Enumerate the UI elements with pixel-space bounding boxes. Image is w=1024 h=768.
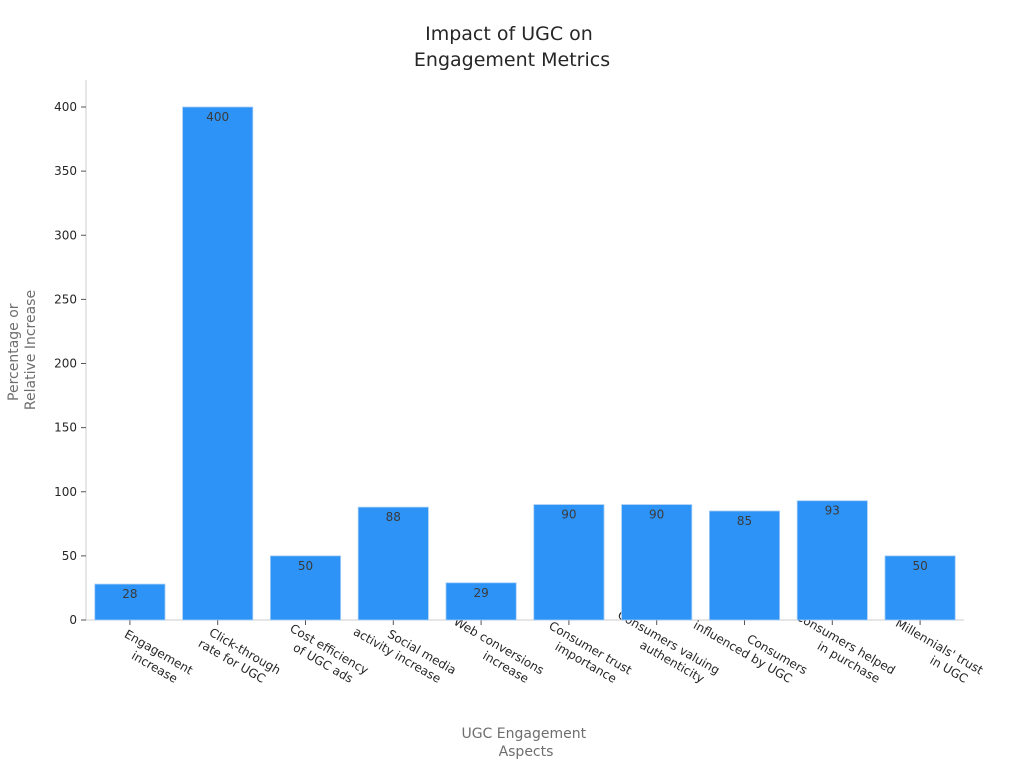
y-tick-label: 150 [54,421,77,435]
y-tick-label: 50 [62,549,77,563]
y-tick-label: 0 [69,613,77,627]
y-tick-label: 250 [54,292,77,306]
y-tick-label: 300 [54,228,77,242]
data-label: 28 [122,587,137,601]
x-axis-label: UGC Engagement Aspects [461,726,590,760]
y-tick-label: 100 [54,485,77,499]
x-tick-label: Consumer trustimportance [539,619,634,691]
x-tick-label: Web conversionsincrease [444,614,547,690]
x-tick-label: Engagementincrease [114,627,195,691]
chart-title-line-1: Impact of UGC on [425,23,593,45]
bar [94,583,166,621]
data-label: 85 [737,514,752,528]
chart-title: Impact of UGC on Engagement Metrics [414,23,610,71]
bar [796,500,868,621]
bar [357,506,429,621]
data-label: 400 [206,110,229,124]
x-tick-label: Click-throughrate for UGC [196,623,283,690]
x-axis-label-line-1: UGC Engagement [461,726,586,742]
y-tick-label: 200 [54,357,77,371]
bar [533,504,605,621]
x-tick-label: Consumers helpedin purchase [786,609,898,690]
bar [884,555,956,621]
data-label: 88 [386,510,401,524]
bar [182,106,254,621]
bar [708,510,781,621]
y-axis-label: Percentage or Relative Increase [6,290,39,410]
y-tick-label: 400 [54,100,77,114]
data-labels: 28 400 50 88 29 90 90 85 93 50 [122,110,927,601]
bar [621,504,693,621]
y-axis-label-line-2: Relative Increase [23,290,39,410]
y-axis: 0 50 100 150 200 250 300 350 400 [54,80,87,627]
y-axis-label-line-1: Percentage or [6,303,22,401]
bars [94,106,956,621]
bar [269,555,342,621]
data-label: 29 [473,586,488,600]
data-label: 50 [298,559,313,573]
chart-title-line-2: Engagement Metrics [414,49,610,71]
data-label: 90 [561,508,576,522]
y-tick-label: 350 [54,164,77,178]
data-label: 93 [825,504,840,518]
x-tick-label: Social mediaactivity increase [351,611,459,690]
x-axis-label-line-2: Aspects [499,744,554,760]
data-label: 90 [649,508,664,522]
data-label: 50 [912,559,927,573]
bar [445,582,517,621]
x-tick-label: Millennials' trustin UGC [886,616,986,691]
